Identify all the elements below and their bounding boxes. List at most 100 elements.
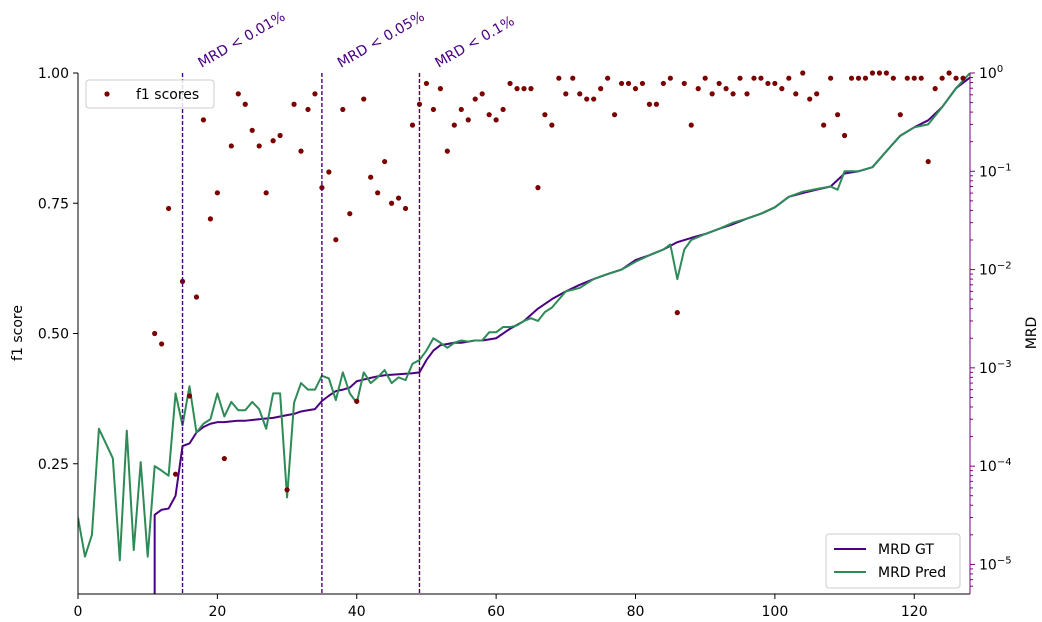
f1-point: [451, 122, 457, 128]
f1-point: [465, 117, 471, 123]
f1-point: [681, 80, 687, 87]
f1-point: [584, 96, 590, 102]
f1-point: [493, 117, 499, 123]
f1-point: [165, 205, 172, 212]
f1-point: [932, 86, 938, 92]
f1-point: [437, 86, 443, 92]
threshold-label: MRD < 0.01%: [196, 9, 289, 72]
f1-point: [625, 80, 632, 87]
f1-point: [960, 75, 966, 81]
f1-point: [395, 195, 402, 201]
f1-point: [605, 75, 611, 81]
f1-point: [375, 190, 381, 196]
f1-point: [249, 127, 255, 133]
f1-point: [479, 91, 485, 97]
f1-point: [305, 106, 311, 113]
f1-point: [855, 75, 862, 81]
f1-point: [200, 117, 207, 123]
f1-point: [382, 158, 388, 165]
f1-point: [730, 91, 736, 97]
y-right-tick-label: 100: [979, 64, 1003, 82]
left-axis-title: f1 score: [10, 305, 26, 361]
f1-point: [702, 75, 708, 81]
f1-point: [723, 86, 729, 92]
f1-point: [514, 86, 520, 92]
f1-point: [814, 91, 820, 97]
f1-point: [890, 75, 896, 81]
y-right-tick-label: 10−5: [979, 555, 1012, 573]
f1-point: [841, 132, 848, 139]
legend-mrd-pred-label: MRD Pred: [878, 565, 946, 581]
f1-point: [591, 96, 597, 102]
f1-point: [667, 75, 673, 81]
f1-point: [312, 91, 318, 97]
f1-point: [618, 80, 625, 87]
f1-point: [535, 185, 541, 191]
f1-point: [737, 75, 743, 81]
f1-point: [911, 75, 917, 81]
x-tick-label: 20: [208, 604, 226, 620]
f1-point: [674, 310, 680, 316]
f1-point: [528, 86, 534, 92]
f1-point: [368, 174, 374, 180]
f1-point: [277, 132, 283, 139]
f1-point: [577, 91, 583, 97]
f1-point: [402, 205, 409, 212]
f1-point: [709, 91, 715, 97]
f1-point: [953, 75, 959, 81]
plot-area: [78, 70, 970, 594]
axes: 0 20 40 60 80 100 120 0.25 0.50 0.75 1.00 10−5 10−4 1…: [38, 64, 1012, 620]
y-left-tick-label: 0.50: [38, 327, 69, 343]
f1-point: [834, 112, 841, 118]
f1-point: [193, 294, 200, 300]
f1-point: [423, 80, 430, 87]
f1-point: [744, 91, 750, 97]
legend-f1-label: f1 scores: [136, 87, 199, 103]
f1-point: [897, 112, 903, 118]
f1-point: [869, 70, 876, 76]
f1-point: [347, 211, 353, 217]
x-tick-label: 100: [762, 604, 789, 620]
f1-point: [800, 70, 806, 76]
f1-point: [291, 101, 297, 107]
f1-point: [946, 70, 952, 76]
f1-point: [688, 122, 694, 128]
f1-point: [807, 96, 813, 102]
f1-point: [333, 237, 339, 243]
f1-point: [361, 96, 367, 102]
x-tick-label: 120: [901, 604, 928, 620]
f1-point: [821, 122, 827, 128]
f1-point: [765, 80, 771, 87]
f1-point: [716, 80, 722, 87]
f1-point: [862, 75, 869, 81]
legend-mrd-gt-label: MRD GT: [878, 542, 934, 558]
threshold-lines: MRD < 0.01% MRD < 0.05% MRD < 0.1%: [181, 9, 517, 594]
f1-point: [430, 106, 437, 113]
f1-point: [549, 122, 555, 128]
f1-point: [486, 112, 492, 118]
legend-mrd: MRD GT MRD Pred: [825, 533, 961, 589]
y-right-tick-label: 10−1: [979, 162, 1012, 180]
f1-point: [828, 75, 834, 81]
f1-point: [918, 75, 924, 81]
f1-point: [660, 80, 666, 87]
f1-point: [270, 138, 276, 144]
f1-point: [632, 86, 639, 92]
f1-point: [172, 471, 179, 477]
right-axis-title: MRD: [1024, 317, 1040, 350]
f1-point: [179, 278, 186, 284]
f1-point: [340, 106, 346, 113]
f1-point: [786, 75, 792, 81]
f1-point: [883, 70, 889, 76]
f1-point: [507, 80, 513, 87]
threshold-label: MRD < 0.1%: [432, 13, 517, 71]
legend-f1: f1 scores: [85, 79, 215, 109]
f1-point: [521, 86, 527, 92]
mrd-gt-line: [153, 76, 970, 594]
f1-point: [646, 101, 653, 107]
f1-point: [444, 148, 450, 154]
f1-point: [695, 86, 701, 92]
f1-point: [500, 106, 506, 113]
f1-point: [472, 96, 478, 102]
f1-point: [751, 75, 757, 81]
